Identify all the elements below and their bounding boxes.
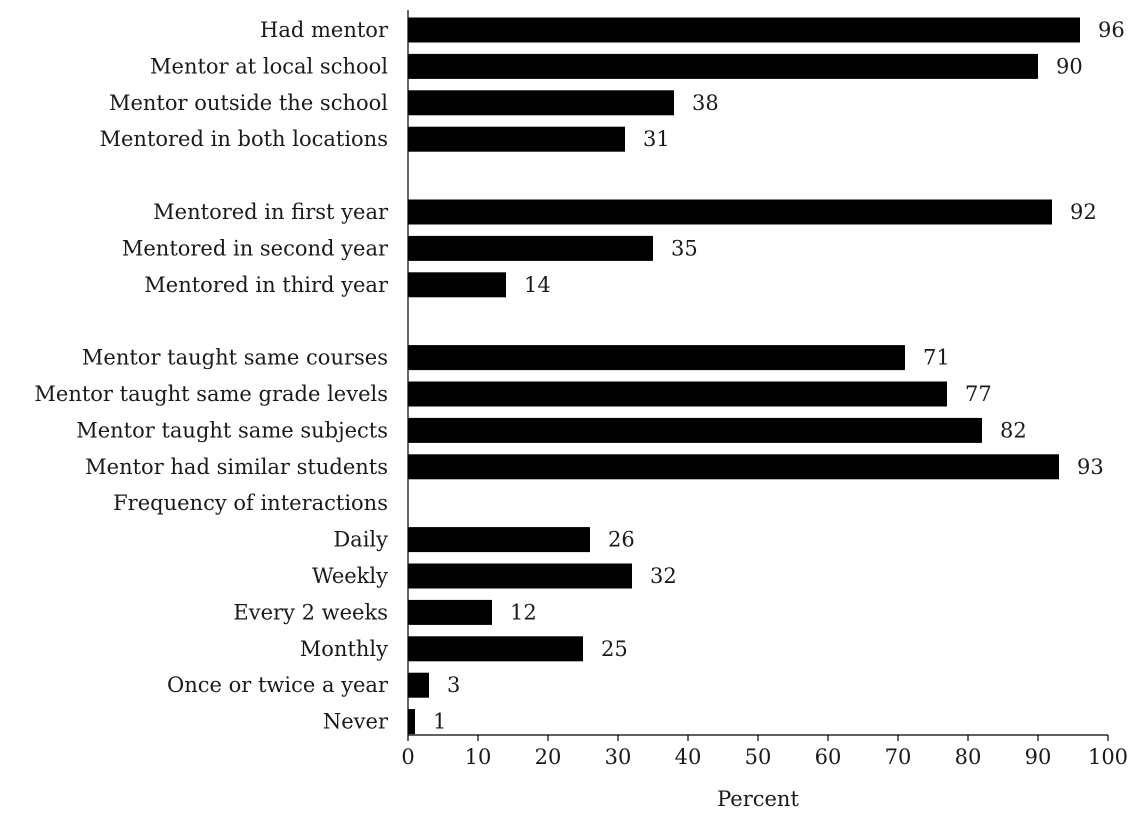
- x-tick-label: 10: [465, 745, 492, 769]
- bar: [408, 126, 625, 152]
- data-label: 38: [692, 91, 719, 115]
- data-label: 96: [1098, 18, 1125, 42]
- category-label: Every 2 weeks: [233, 600, 388, 624]
- bar: [408, 599, 492, 625]
- value-labels: 96 90 38 31 92 35 14 71 77 82 93 26 32 12 25 31: [433, 18, 1125, 734]
- x-tick-label: 40: [675, 745, 702, 769]
- category-label: Mentor taught same subjects: [76, 418, 388, 442]
- category-labels: Had mentor Mentor at local school Mentor o…: [34, 18, 389, 734]
- data-label: 92: [1070, 200, 1097, 224]
- x-tick-label: 80: [955, 745, 982, 769]
- bar: [408, 417, 982, 443]
- category-label: Mentor taught same courses: [82, 346, 388, 370]
- x-tick-label: 20: [535, 745, 562, 769]
- category-label: Mentor taught same grade levels: [34, 382, 388, 406]
- category-label: Once or twice a year: [167, 673, 389, 697]
- category-label: Had mentor: [260, 18, 389, 42]
- data-label: 93: [1077, 455, 1104, 479]
- category-label: Mentor at local school: [150, 54, 388, 78]
- bar: [408, 235, 653, 261]
- data-label: 31: [643, 127, 670, 151]
- data-label: 12: [510, 600, 537, 624]
- category-label: Weekly: [312, 564, 388, 588]
- category-label: Frequency of interactions: [113, 491, 388, 515]
- category-label: Mentored in third year: [144, 273, 389, 297]
- category-label: Mentored in first year: [153, 200, 389, 224]
- bars-layer: [408, 17, 1080, 735]
- x-tick-label: 90: [1025, 745, 1052, 769]
- bar: [408, 636, 583, 662]
- bar: [408, 199, 1052, 225]
- bar: [408, 53, 1038, 79]
- bar: [408, 381, 947, 407]
- data-label: 71: [923, 346, 950, 370]
- bar: [408, 90, 674, 116]
- bar: [408, 672, 429, 698]
- data-label: 32: [650, 564, 677, 588]
- bar: [408, 709, 415, 735]
- category-label: Mentor outside the school: [109, 91, 388, 115]
- category-label: Mentored in both locations: [99, 127, 388, 151]
- bar: [408, 345, 905, 371]
- data-label: 14: [524, 273, 551, 297]
- bar: [408, 563, 632, 589]
- x-tick-label: 70: [885, 745, 912, 769]
- data-label: 82: [1000, 418, 1027, 442]
- data-label: 90: [1056, 54, 1083, 78]
- axes: 0 10 20 30 40 50 60 70 80 90 100: [401, 10, 1128, 769]
- data-label: 35: [671, 236, 698, 260]
- x-axis-title: Percent: [717, 787, 799, 811]
- category-label: Never: [323, 710, 389, 734]
- data-label: 25: [601, 637, 628, 661]
- bar: [408, 17, 1080, 43]
- x-tick-label: 100: [1088, 745, 1128, 769]
- x-tick-label: 0: [401, 745, 414, 769]
- category-label: Mentor had similar students: [85, 455, 388, 479]
- bar: [408, 272, 506, 298]
- x-tick-label: 30: [605, 745, 632, 769]
- category-label: Monthly: [300, 637, 388, 661]
- x-tick-label: 60: [815, 745, 842, 769]
- x-tick-label: 50: [745, 745, 772, 769]
- bar: [408, 527, 590, 553]
- data-label: 26: [608, 528, 635, 552]
- bar: [408, 454, 1059, 480]
- data-label: 3: [447, 673, 460, 697]
- category-label: Mentored in second year: [122, 236, 389, 260]
- category-label: Daily: [333, 528, 388, 552]
- data-label: 1: [433, 710, 446, 734]
- data-label: 77: [965, 382, 992, 406]
